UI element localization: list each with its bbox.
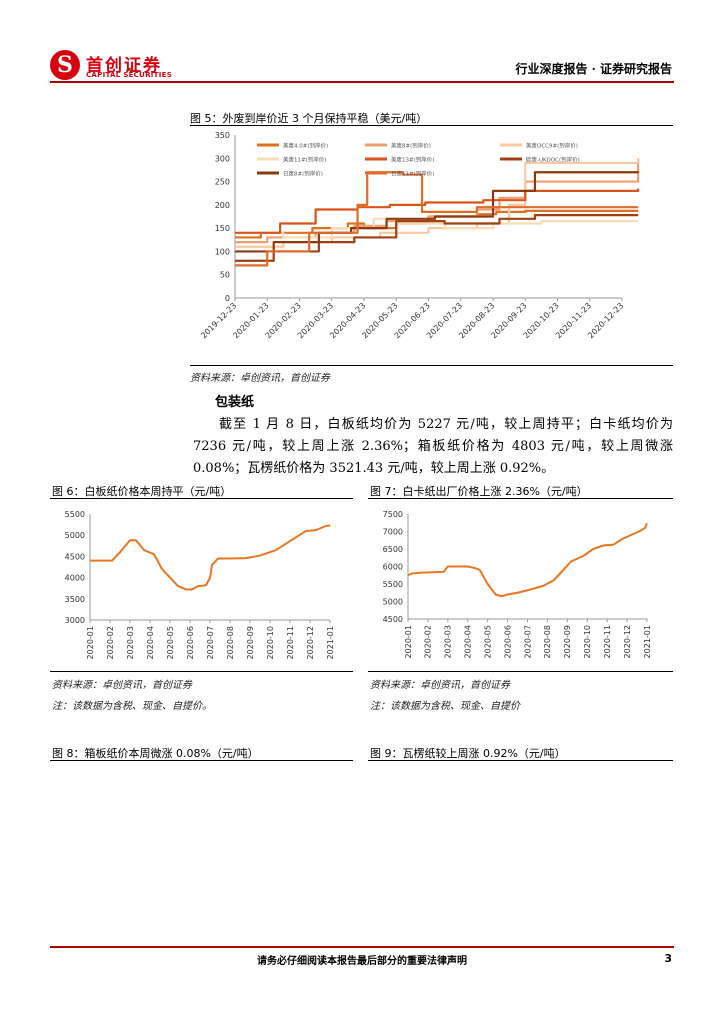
figure5-top-rule	[190, 125, 673, 126]
x-tick-label: 2021-01	[326, 626, 335, 659]
legend-label: 美废4.0#(到岸价)	[283, 142, 328, 150]
legend-label: 欧废-UKDOC(到岸价)	[526, 156, 580, 164]
legend-label: 日废8#(到岸价)	[283, 170, 323, 178]
series-line	[407, 522, 648, 598]
y-tick-label: 6000	[383, 563, 403, 572]
y-tick-label: 350	[215, 131, 230, 140]
y-tick-label: 5500	[65, 510, 85, 519]
y-tick-label: 7000	[383, 528, 403, 537]
x-tick-label: 2020-10	[266, 626, 275, 659]
legend-label: 美废13#(到岸价)	[391, 156, 434, 164]
figure6-source: 资料来源：卓创资讯，首创证券	[52, 680, 192, 691]
x-tick-label: 2020-03	[444, 625, 453, 658]
y-tick-label: 150	[215, 224, 230, 233]
x-tick-label: 2020-04	[464, 625, 473, 658]
y-tick-label: 250	[215, 178, 230, 187]
x-tick-label: 2020-07	[206, 626, 215, 659]
x-tick-label: 2020-04	[146, 626, 155, 659]
section-heading: 包装纸	[215, 395, 255, 410]
x-tick-label: 2020-08	[543, 625, 552, 658]
figure5-title: 图 5：外废到岸价近 3 个月保持平稳（美元/吨）	[190, 112, 428, 125]
figure5-chart: 0501001502002503003502019-12-232020-01-2…	[199, 131, 640, 340]
footer-disclaimer: 请务必仔细阅读本报告最后部分的重要法律声明	[257, 956, 467, 967]
series-line	[235, 171, 640, 253]
series-line	[235, 188, 640, 234]
company-name-en: CAPITAL SECURITIES	[86, 71, 173, 79]
company-name-cn: 首创证券	[86, 56, 162, 76]
figure9-title: 图 9：瓦楞纸较上周涨 0.92%（元/吨）	[370, 747, 566, 760]
legend-label: 日废11#(到岸价)	[391, 170, 434, 178]
x-tick-label: 2020-09	[563, 625, 572, 658]
x-tick-label: 2020-12	[306, 626, 315, 659]
figure7-note: 注：该数据为含税、现金、自提价	[370, 701, 520, 712]
legend-label: 美废OCC9#(到岸价)	[526, 142, 578, 150]
series-line	[90, 524, 331, 591]
figure7-title: 图 7：白卡纸出厂价格上涨 2.36%（元/吨）	[370, 485, 588, 498]
y-tick-label: 3500	[65, 595, 85, 604]
figure6-note: 注：该数据为含税、现金、自提价。	[52, 701, 212, 712]
x-tick-label: 2020-12	[623, 625, 632, 658]
x-tick-label: 2020-07	[523, 625, 532, 658]
legend-label: 美废11#(到岸价)	[283, 156, 326, 164]
y-tick-label: 4500	[383, 615, 403, 624]
page-number: 3	[664, 952, 672, 965]
header-divider	[50, 81, 674, 83]
figure6-title: 图 6：白板纸价格本周持平（元/吨）	[52, 485, 232, 498]
legend-label: 美废8#(到岸价)	[391, 142, 431, 150]
y-tick-label: 7500	[383, 510, 403, 519]
y-tick-label: 6500	[383, 545, 403, 554]
series-line	[235, 171, 639, 267]
figure5-source: 资料来源：卓创资讯，首创证券	[190, 373, 330, 384]
figure6-top-rule	[50, 498, 353, 499]
y-tick-label: 5000	[383, 598, 403, 607]
figure7-source: 资料来源：卓创资讯，首创证券	[370, 680, 510, 691]
x-tick-label: 2020-01	[86, 626, 95, 659]
figure9-top-rule	[368, 760, 673, 761]
y-tick-label: 50	[220, 271, 230, 280]
y-tick-label: 4500	[65, 552, 85, 561]
figure8-top-rule	[50, 760, 353, 761]
x-tick-label: 2020-02	[424, 625, 433, 658]
company-logo-icon: S	[50, 50, 80, 80]
figure6-bottom-rule	[50, 671, 353, 672]
x-tick-label: 2020-08	[226, 626, 235, 659]
x-tick-label: 2020-06	[503, 625, 512, 658]
y-tick-label: 0	[225, 294, 230, 303]
x-tick-label: 2020-11	[603, 625, 612, 658]
y-tick-label: 100	[215, 247, 230, 256]
y-tick-label: 4000	[65, 574, 85, 583]
footer-divider	[50, 946, 674, 948]
y-tick-label: 200	[215, 201, 230, 210]
x-tick-label: 2020-05	[483, 625, 492, 658]
x-tick-label: 2020-11	[286, 626, 295, 659]
section-paragraph: 截至 1 月 8 日，白板纸均价为 5227 元/吨，较上周持平；白卡纸均价为 …	[193, 417, 673, 476]
x-tick-label: 2020-01	[404, 625, 413, 658]
x-tick-label: 2020-09	[246, 626, 255, 659]
figure5-bottom-rule	[190, 365, 673, 366]
y-tick-label: 3000	[65, 616, 85, 625]
figure7-chart: 4500 5000 5500 6000 6500 7000 7500 2020-01 2020-…	[383, 510, 652, 658]
x-tick-label: 2020-05	[166, 626, 175, 659]
y-tick-label: 300	[215, 154, 230, 163]
figure8-title: 图 8：箱板纸价本周微涨 0.08%（元/吨）	[52, 747, 259, 760]
figure6-chart: 3000 3500 4000 4500 5000 5500 2020-01 2020-02 20…	[65, 510, 335, 659]
report-type: 行业深度报告 · 证券研究报告	[515, 62, 672, 76]
x-tick-label: 2020-03	[126, 626, 135, 659]
x-tick-label: 2021-01	[643, 625, 652, 658]
figure7-bottom-rule	[368, 671, 673, 672]
figure7-top-rule	[368, 498, 673, 499]
x-tick-label: 2020-10	[583, 625, 592, 658]
x-tick-label: 2020-06	[186, 626, 195, 659]
y-tick-label: 5000	[65, 531, 85, 540]
x-tick-label: 2020-02	[106, 626, 115, 659]
y-tick-label: 5500	[383, 580, 403, 589]
